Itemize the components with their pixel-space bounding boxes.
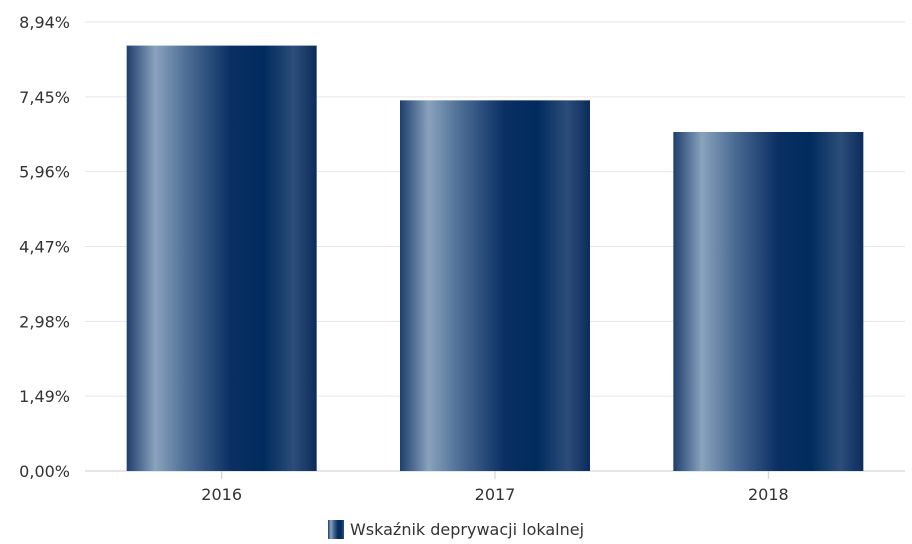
- x-axis: 2016 2017 2018: [201, 471, 789, 504]
- y-tick-label: 4,47%: [19, 238, 70, 257]
- legend-label: Wskaźnik deprywacji lokalnej: [349, 519, 585, 539]
- x-tick-label: 2018: [748, 485, 789, 504]
- y-tick-label: 0,00%: [19, 462, 70, 481]
- legend-item[interactable]: Wskaźnik deprywacji lokalnej: [327, 519, 585, 539]
- legend-swatch: [327, 519, 344, 539]
- y-axis: 0,00% 1,49% 2,98% 4,47% 5,96% 7,45% 8,94%: [19, 13, 70, 481]
- bars: [126, 45, 864, 472]
- x-tick-label: 2017: [475, 485, 516, 504]
- y-tick-label: 1,49%: [19, 387, 70, 406]
- bar[interactable]: [673, 131, 864, 471]
- y-tick-label: 7,45%: [19, 88, 70, 107]
- bar[interactable]: [400, 100, 590, 471]
- y-tick-label: 8,94%: [19, 13, 70, 32]
- y-tick-label: 5,96%: [19, 163, 70, 182]
- y-tick-label: 2,98%: [19, 312, 70, 331]
- bar-chart: 0,00% 1,49% 2,98% 4,47% 5,96% 7,45% 8,94% 2016…: [19, 13, 905, 504]
- x-tick-label: 2016: [201, 485, 242, 504]
- legend: Wskaźnik deprywacji lokalnej: [0, 516, 912, 542]
- bar[interactable]: [126, 45, 317, 472]
